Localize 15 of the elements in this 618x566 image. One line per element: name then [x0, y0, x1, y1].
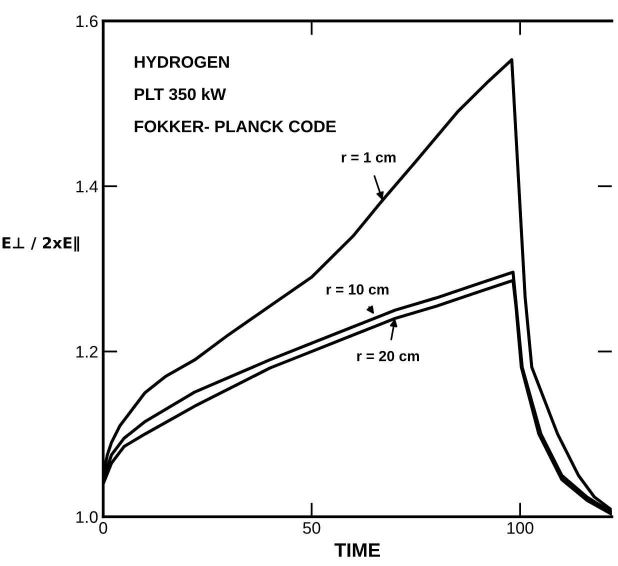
x-axis-title: TIME — [334, 543, 380, 557]
x-tick-label: 50 — [303, 522, 320, 534]
y-tick-label: 1.6 — [76, 15, 98, 28]
annotation: r = 20 cm — [357, 350, 420, 362]
annotation: r = 1 cm — [342, 152, 396, 163]
annotation: HYDROGEN — [134, 56, 229, 68]
x-tick-label: 0 — [99, 522, 108, 534]
y-tick-label: 1.2 — [76, 346, 98, 358]
y-tick-label: 1.4 — [76, 180, 98, 192]
annotation: PLT 350 kW — [134, 88, 226, 100]
annotation: r = 10 cm — [326, 284, 388, 295]
annotation: FOKKER- PLANCK CODE — [134, 120, 336, 132]
x-tick-label: 100 — [507, 522, 534, 534]
y-axis-title: E⊥ / 2xE∥ — [2, 236, 80, 252]
y-tick-label: 1.0 — [76, 511, 98, 523]
